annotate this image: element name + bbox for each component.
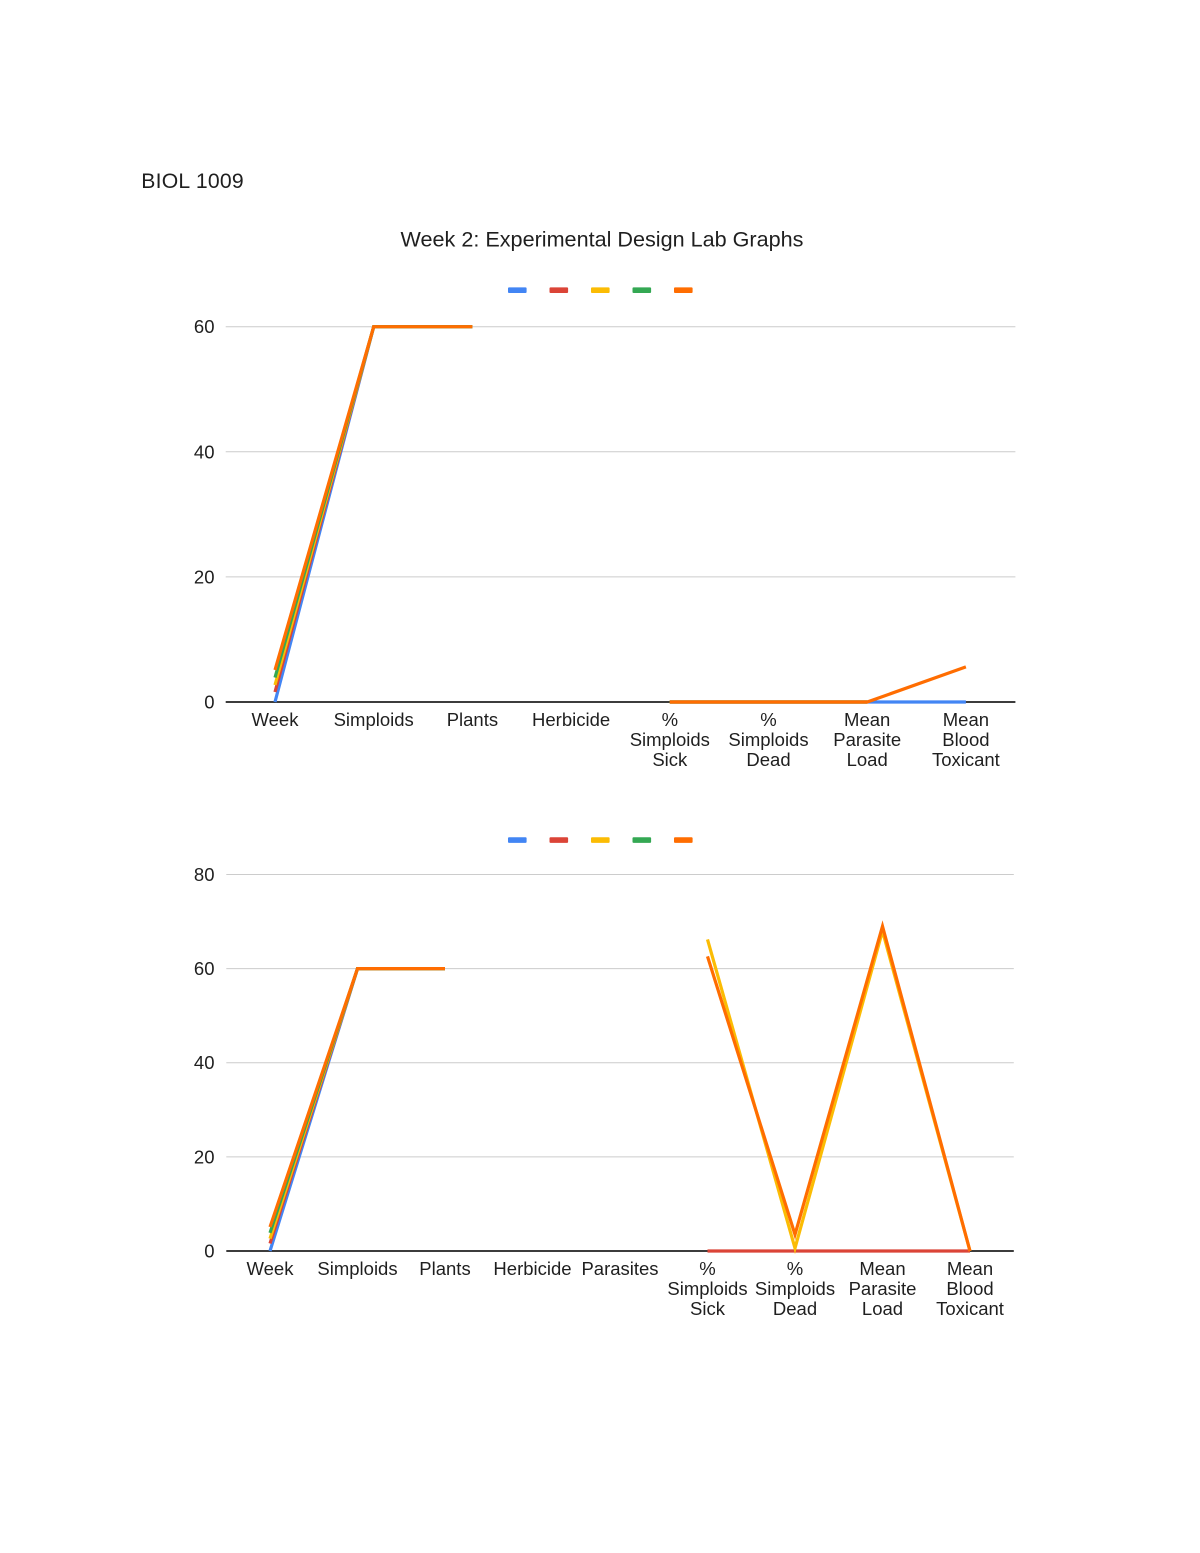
svg-text:Mean: Mean [947,1258,993,1279]
svg-text:Simploids: Simploids [667,1278,747,1299]
svg-text:%: % [760,709,776,730]
svg-text:Blood: Blood [946,1278,993,1299]
svg-text:0: 0 [204,692,214,713]
svg-text:Parasite: Parasite [833,729,901,750]
svg-text:%: % [662,709,678,730]
svg-text:Sick: Sick [690,1298,726,1319]
svg-text:Load: Load [847,749,888,770]
svg-text:%: % [787,1258,803,1279]
svg-text:40: 40 [194,1052,215,1073]
svg-text:Toxicant: Toxicant [932,749,1000,770]
svg-text:Simploids: Simploids [728,729,808,750]
svg-text:Dead: Dead [746,749,790,770]
svg-text:Mean: Mean [844,709,890,730]
svg-text:Simploids: Simploids [334,709,414,730]
svg-text:40: 40 [194,441,215,462]
svg-text:Simploids: Simploids [755,1278,835,1299]
svg-text:20: 20 [194,566,215,587]
svg-text:%: % [699,1258,715,1279]
svg-text:0: 0 [204,1241,214,1262]
svg-text:Plants: Plants [419,1258,470,1279]
svg-text:Week: Week [247,1258,295,1279]
svg-text:Herbicide: Herbicide [532,709,610,730]
svg-text:Simploids: Simploids [317,1258,397,1279]
svg-text:Load: Load [862,1298,903,1319]
svg-text:BIOL 1009: BIOL 1009 [141,170,244,193]
svg-text:Blood: Blood [942,729,989,750]
svg-text:Week: Week [252,709,300,730]
svg-text:Dead: Dead [773,1298,817,1319]
svg-text:Herbicide: Herbicide [493,1258,571,1279]
svg-text:Sick: Sick [652,749,688,770]
svg-text:Mean: Mean [859,1258,905,1279]
svg-text:60: 60 [194,316,215,337]
svg-text:60: 60 [194,958,215,979]
svg-text:Week 2: Experimental Design La: Week 2: Experimental Design Lab Graphs [401,227,804,252]
svg-text:Mean: Mean [943,709,989,730]
svg-text:Simploids: Simploids [630,729,710,750]
svg-text:20: 20 [194,1146,215,1167]
svg-text:Toxicant: Toxicant [936,1298,1004,1319]
svg-text:Parasites: Parasites [581,1258,658,1279]
svg-text:80: 80 [194,864,215,885]
svg-text:Parasite: Parasite [849,1278,917,1299]
svg-text:Plants: Plants [447,709,498,730]
